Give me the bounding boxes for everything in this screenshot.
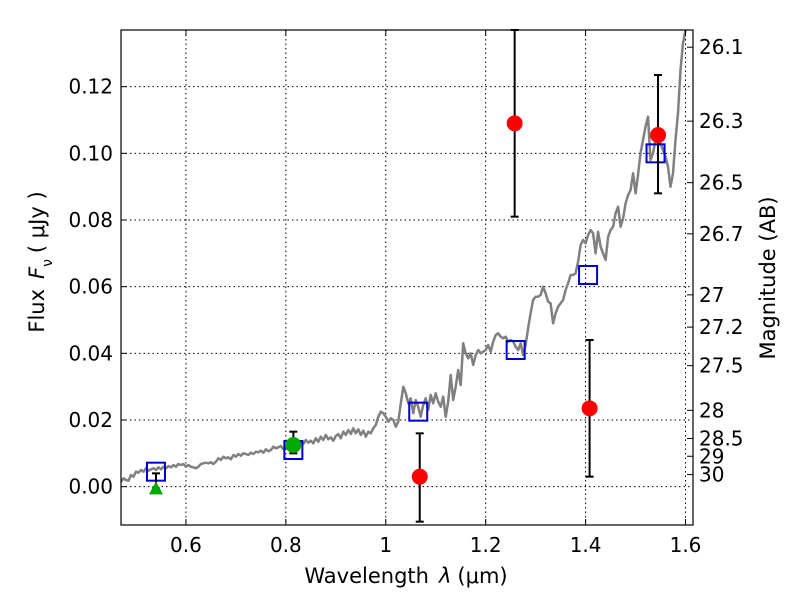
ticks: 0.6 0.8 1 1.2 1.4 1.6 0.00 0.02 0.04 0.06 0.08 0.10… [68,30,744,557]
model-photometry-square [408,401,429,422]
y-tick-label: 0.12 [68,75,113,99]
y-axis-title-subscript: ν [40,259,56,267]
magnitude-tick-label: 30 [699,463,724,487]
model-photometry-square [505,340,526,360]
magnitude-tick-label: 26.5 [699,171,744,195]
y-axis-title-text: Flux [25,289,49,333]
observed-flux-marker [506,115,523,132]
magnitude-tick-label: 27 [699,283,724,307]
x-tick-label: 0.6 [170,533,202,557]
y-axis-title-unit: ( μJy ) [25,191,49,253]
x-tick-label: 1 [379,533,392,557]
x-tick-label: 0.8 [270,533,302,557]
y-tick-label: 0.02 [68,408,113,432]
x-axis-title-symbol: λ [438,564,451,588]
grid [121,30,693,525]
x-axis-title: Wavelength λ (μm) [304,564,507,588]
model-photometry-square [578,265,599,285]
spectrum-line [121,30,687,483]
magnitude-tick-label: 28.5 [699,426,744,450]
observed-flux-marker [581,400,598,417]
x-tick-label: 1.4 [570,533,602,557]
magnitude-tick-label: 28 [699,398,724,422]
x-axis-title-unit: (μm) [457,564,507,588]
x-axis-title-text: Wavelength [304,564,429,588]
observed-flux-marker [411,468,428,485]
magnitude-tick-label: 27.5 [699,354,744,378]
magnitude-axis-title: Magnitude (AB) [756,196,780,359]
magnitude-tick-label: 29 [699,444,724,468]
observed-flux-marker [650,127,667,143]
y-axis-title: Flux Fν ( μJy ) [25,191,56,332]
x-tick-label: 1.2 [470,533,502,557]
series-layer [121,29,687,523]
y-tick-label: 0.06 [68,275,113,299]
magnitude-tick-label: 26.3 [699,109,744,133]
model-photometry-square [645,143,666,164]
green-point-marker [285,437,302,453]
y-tick-label: 0.04 [68,341,113,365]
magnitude-tick-label: 26.1 [699,35,744,59]
y-tick-label: 0.10 [68,141,113,165]
x-tick-label: 1.6 [670,533,702,557]
upper-limit-triangle [148,481,163,495]
y-axis-title-symbol: F [25,266,49,279]
y-tick-label: 0.00 [68,475,113,499]
magnitude-tick-label: 26.7 [699,222,744,246]
plot-frame [120,29,694,526]
y-tick-label: 0.08 [68,208,113,232]
magnitude-tick-label: 27.2 [699,315,744,339]
